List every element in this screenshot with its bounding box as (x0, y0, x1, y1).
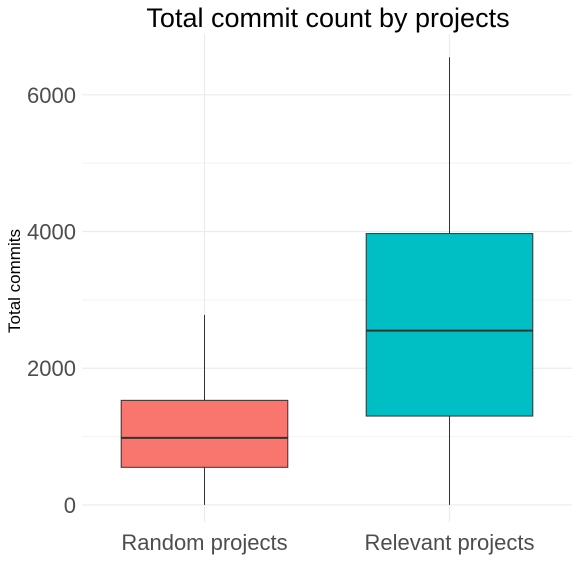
tick-labels: 0 2000 4000 6000 Random projects Relevant pro… (27, 83, 534, 555)
box-random-projects (120, 314, 289, 505)
y-tick-label: 6000 (27, 83, 76, 108)
y-tick-label: 4000 (27, 220, 76, 245)
iqr-box (120, 399, 289, 468)
y-axis-label: Total commits (5, 229, 24, 333)
y-tick-label: 2000 (27, 356, 76, 381)
x-tick-label: Relevant projects (365, 530, 535, 555)
chart-title: Total commit count by projects (146, 3, 509, 33)
boxes (120, 57, 534, 505)
y-tick-label: 0 (64, 493, 76, 518)
x-tick-label: Random projects (121, 530, 287, 555)
box-relevant-projects (365, 57, 534, 505)
iqr-box (365, 233, 534, 417)
